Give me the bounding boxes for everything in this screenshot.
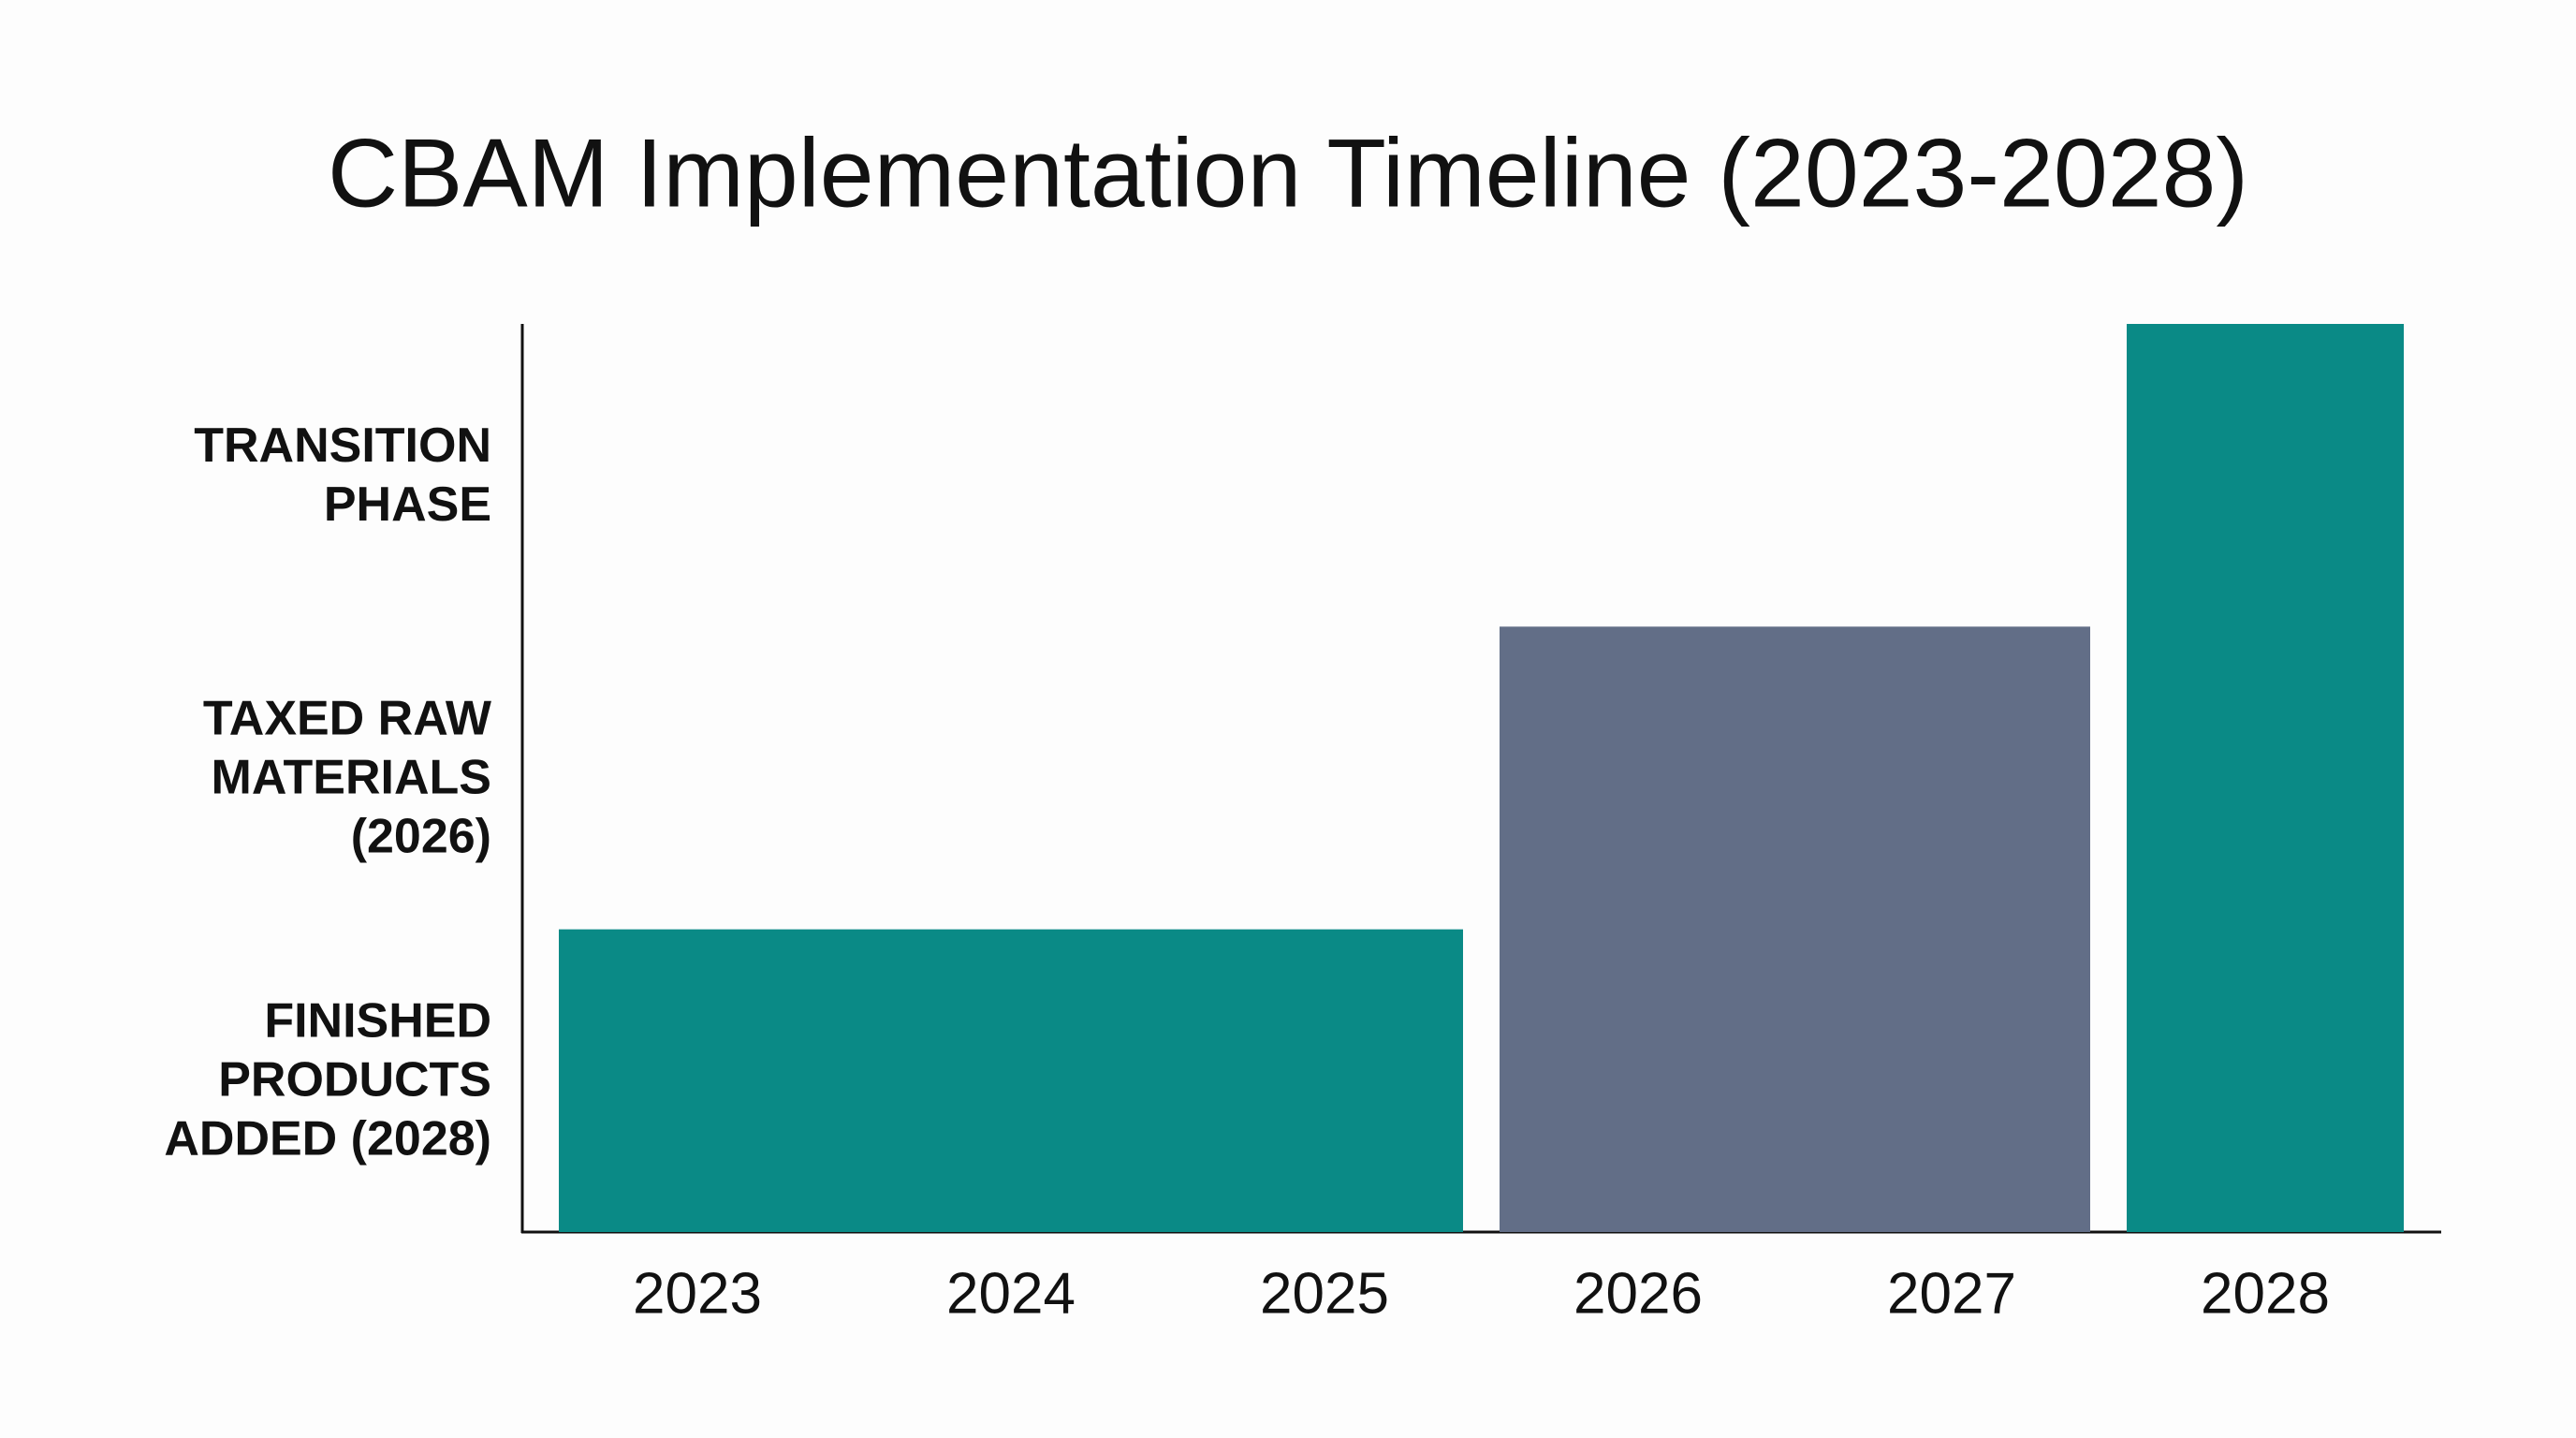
bar [872,929,1186,1232]
x-tick-label: 2028 [2201,1261,2330,1326]
x-tick-label: 2023 [633,1261,762,1326]
y-tick-label: FINISHED PRODUCTS ADDED (2028) [164,993,491,1167]
x-tick-label: 2024 [946,1261,1076,1326]
x-tick-label: 2025 [1260,1261,1389,1326]
y-tick-label: TAXED RAW MATERIALS (2026) [202,691,491,864]
bar [1813,626,2090,1232]
bar [1186,929,1463,1232]
bar [1500,626,1813,1232]
y-tick-label: TRANSITION PHASE [194,418,491,532]
bar [2127,324,2404,1232]
bar [559,929,872,1232]
x-tick-label: 2027 [1887,1261,2016,1326]
x-tick-label: 2026 [1573,1261,1703,1326]
chart-title: CBAM Implementation Timeline (2023-2028) [328,119,2248,227]
